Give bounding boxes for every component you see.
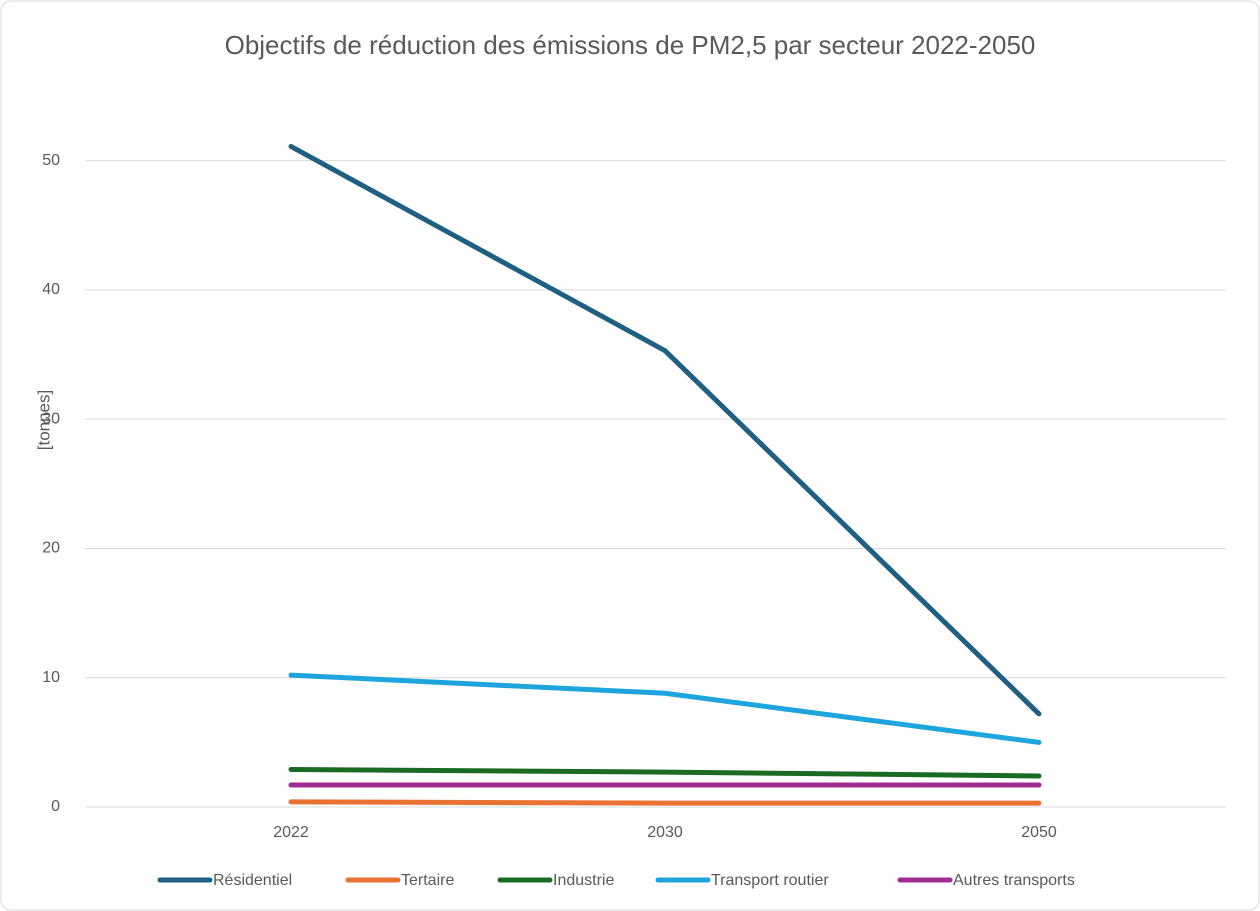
series-line: [288, 767, 1042, 779]
legend-label: Industrie: [553, 872, 614, 889]
y-tick-label: 50: [42, 152, 60, 169]
series-line: [288, 799, 1042, 806]
y-tick-label: 10: [42, 669, 60, 686]
y-tick-label: 40: [42, 281, 60, 298]
x-tick-label: 2022: [273, 824, 309, 841]
x-tick-label: 2050: [1021, 824, 1057, 841]
y-axis-label: [tonnes]: [34, 390, 53, 451]
y-tick-label: 20: [42, 540, 60, 557]
legend-label: Autres transports: [953, 872, 1075, 889]
series-line: [288, 143, 1042, 717]
legend-label: Tertaire: [401, 872, 454, 889]
y-tick-label: 0: [51, 798, 60, 815]
y-tick-label: 30: [42, 410, 60, 427]
chart-title: Objectifs de réduction des émissions de …: [225, 30, 1036, 60]
legend-label: Transport routier: [711, 872, 829, 889]
x-tick-label: 2030: [647, 824, 683, 841]
legend-label: Résidentiel: [213, 872, 292, 889]
series-line: [288, 672, 1042, 745]
